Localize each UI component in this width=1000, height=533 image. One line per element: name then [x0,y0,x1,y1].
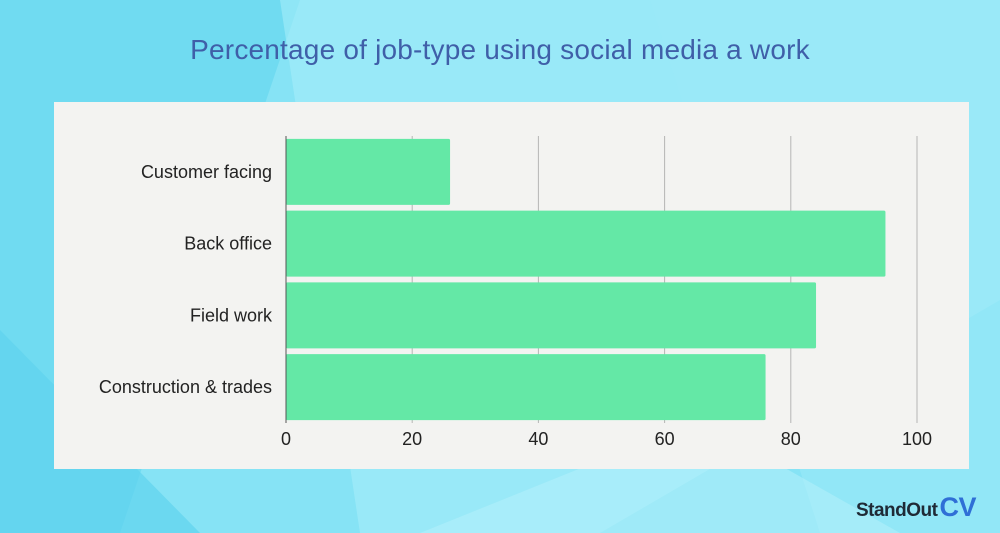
category-label: Customer facing [141,162,272,182]
category-label: Field work [190,305,273,325]
chart-title: Percentage of job-type using social medi… [190,34,810,65]
bar [286,210,886,277]
brand-suffix: CV [939,492,976,522]
brand-logo: StandOutCV [855,492,977,523]
x-tick-label: 0 [281,429,291,449]
x-tick-label: 60 [655,429,675,449]
category-label: Construction & trades [99,377,272,397]
category-label: Back office [184,234,272,254]
x-tick-label: 40 [528,429,548,449]
x-tick-label: 80 [781,429,801,449]
bar [286,282,817,349]
brand-name: StandOut [855,500,938,521]
bar-chart: Customer facing Back office Field work Cons… [99,136,932,449]
x-tick-label: 100 [902,429,932,449]
bar [286,354,766,421]
chart-panel: Customer facing Back office Field work Cons… [54,102,969,469]
x-tick-label: 20 [402,429,422,449]
bar [286,138,451,205]
